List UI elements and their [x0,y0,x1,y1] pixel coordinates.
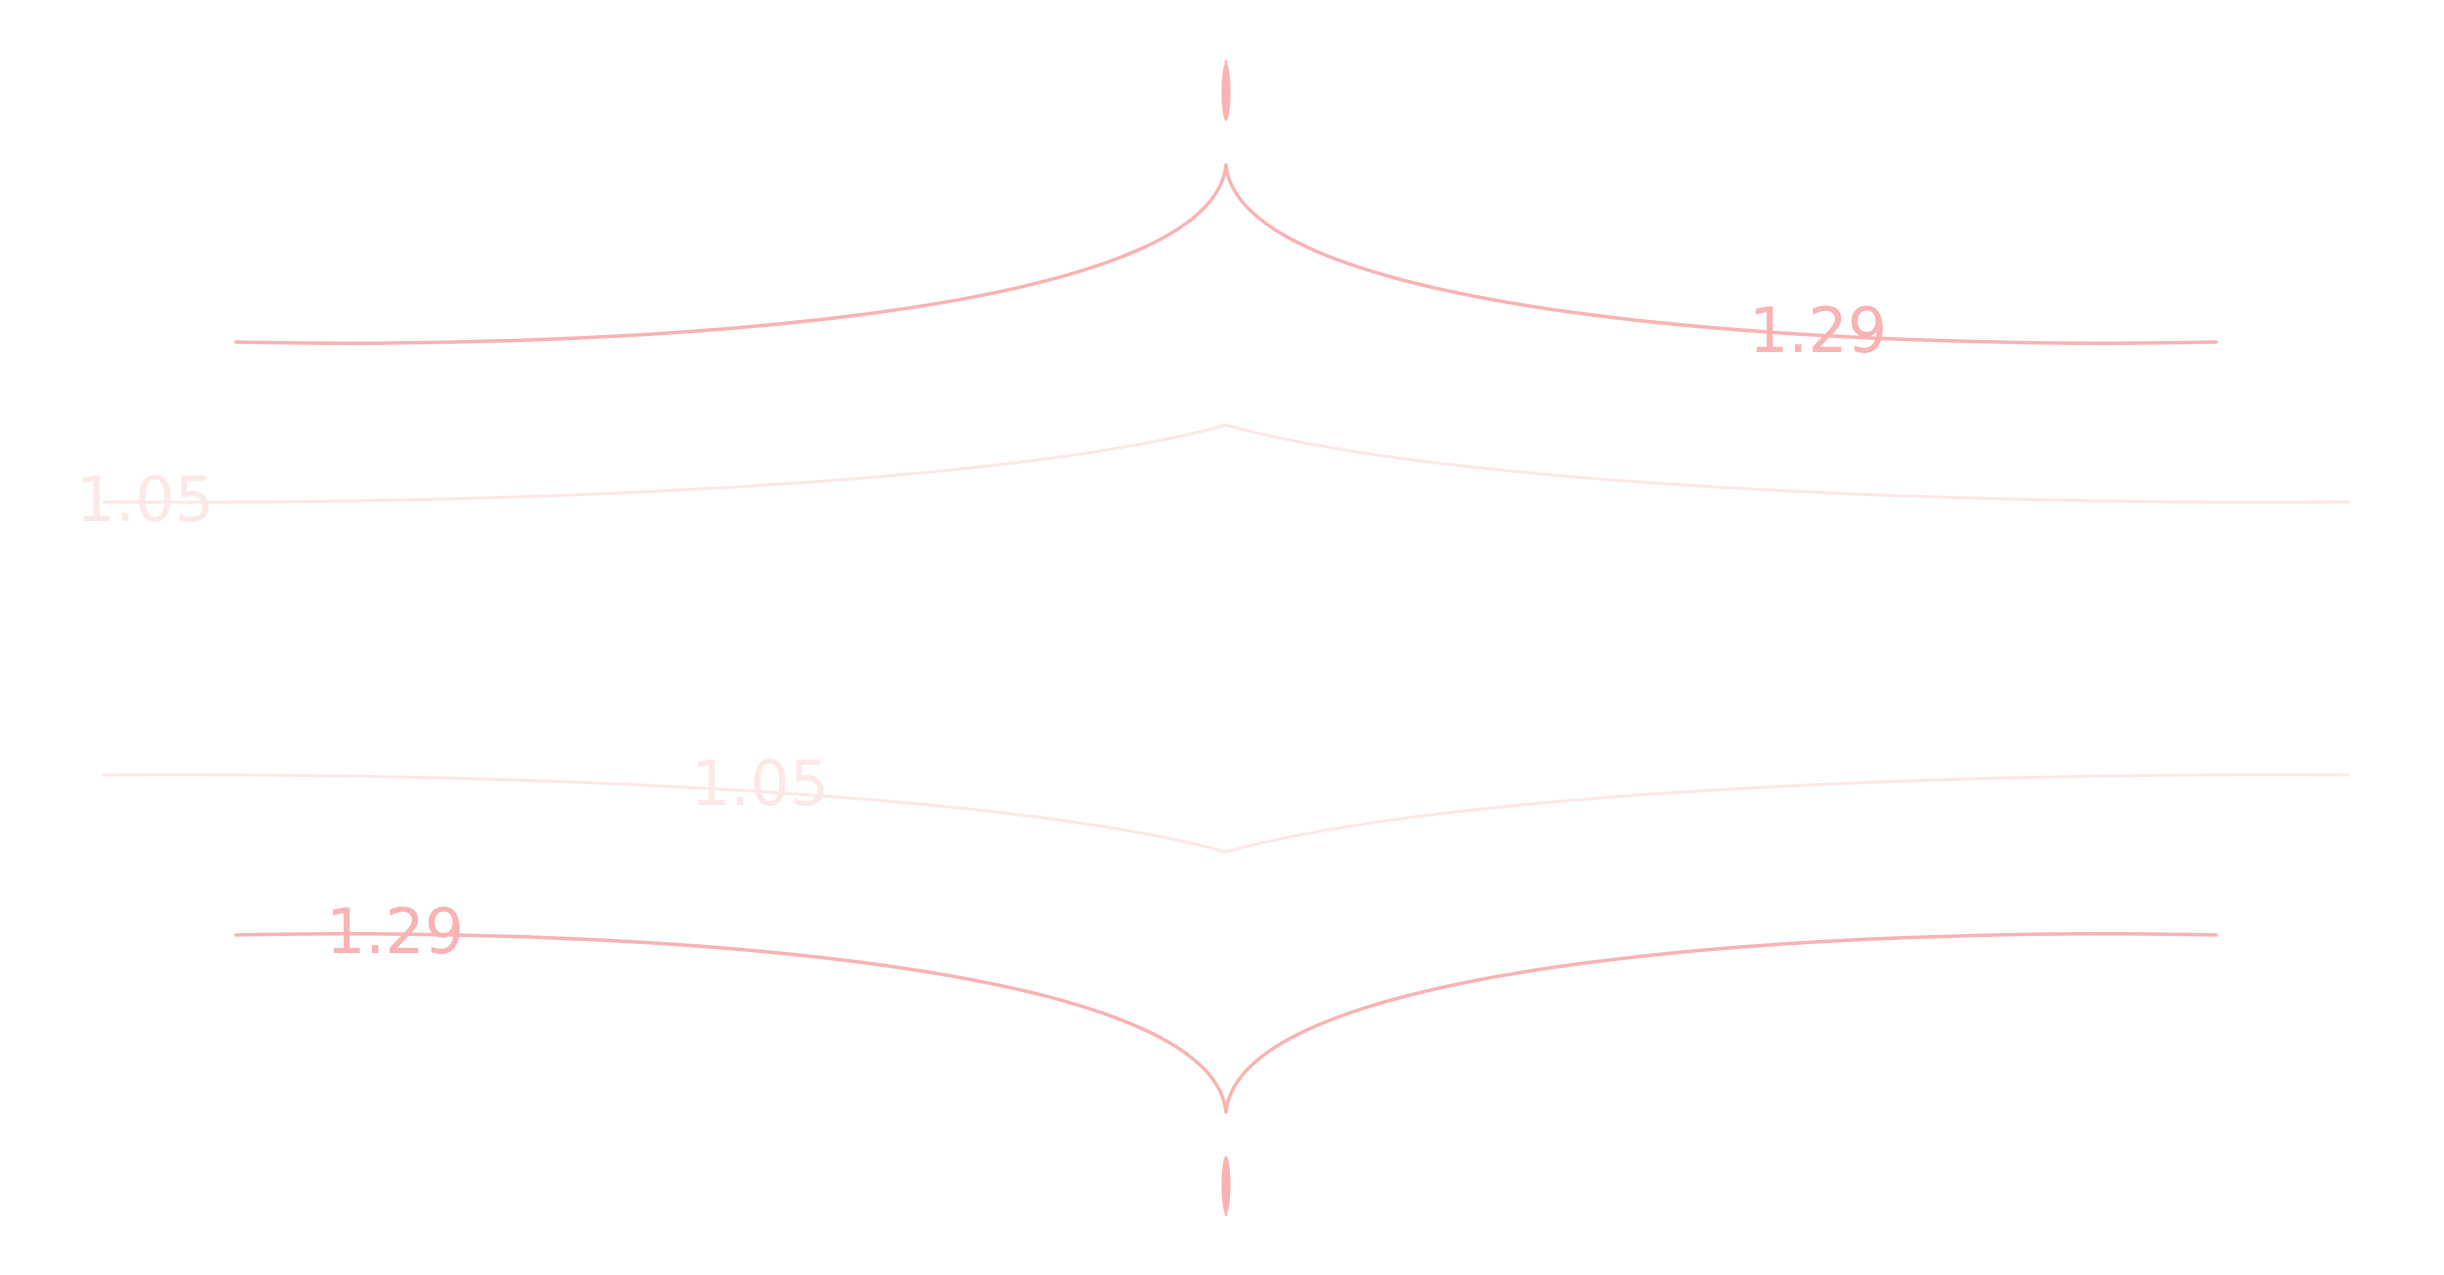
top-marker-tip [1224,60,1228,64]
lower-outer-curve [234,932,2218,1114]
upper-inner-curve [102,423,2350,504]
upper-outer-curve [234,163,2218,345]
lower-outer-label: 1.29 [326,895,464,968]
lower-inner-curve [102,773,2350,854]
upper-outer-label: 1.29 [1749,294,1887,367]
bottom-marker-tip [1224,1212,1228,1216]
bottom-marker-ellipse [1221,1156,1231,1214]
top-marker-ellipse [1221,63,1231,121]
upper-inner-label: 1.05 [76,463,214,536]
lower-inner-label: 1.05 [691,747,829,820]
